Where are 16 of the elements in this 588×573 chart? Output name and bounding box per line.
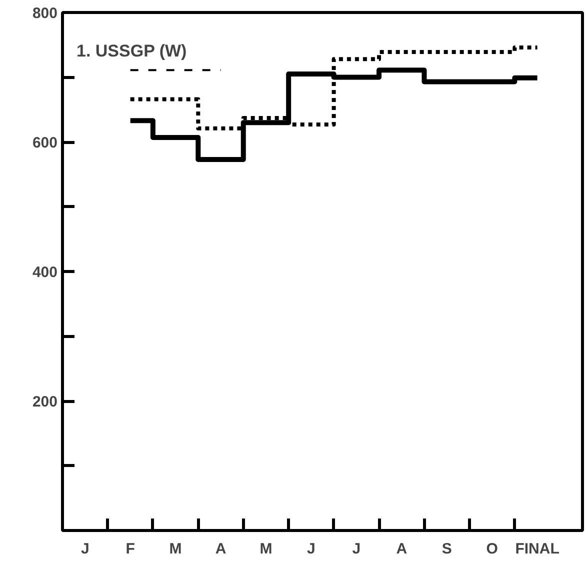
x-tick-label: M (169, 540, 182, 558)
x-tick-label: F (126, 540, 135, 558)
y-tick-label: 400 (32, 264, 58, 281)
x-tick-label: S (442, 540, 452, 558)
x-tick-label: FINAL (515, 540, 560, 558)
x-tick-label: J (80, 540, 90, 558)
y-tick-label: 200 (32, 394, 58, 410)
x-tick-label: J (352, 540, 361, 558)
text: 1. USSGP (W) (76, 42, 187, 60)
x-tick-label: A (215, 540, 226, 558)
y-tick-label: 600 (32, 134, 58, 152)
x-tick-label: O (486, 540, 498, 558)
x-tick-label: A (396, 540, 408, 558)
x-tick-label: M (260, 540, 272, 558)
y-tick-label: 800 (32, 5, 58, 22)
x-tick-label: J (307, 540, 316, 558)
